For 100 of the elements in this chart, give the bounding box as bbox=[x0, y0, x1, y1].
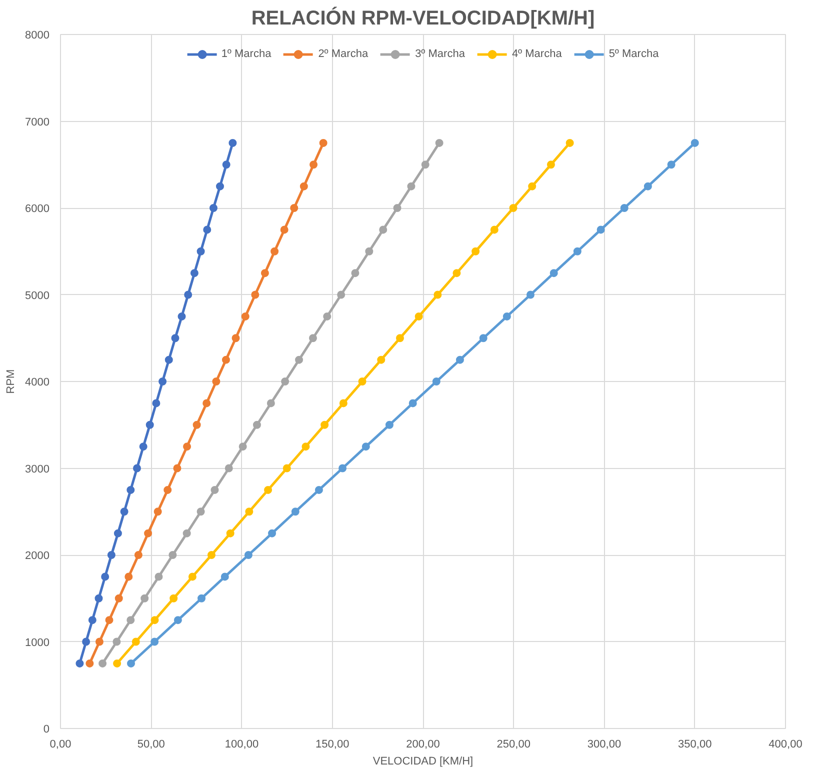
point bbox=[393, 204, 402, 212]
point bbox=[241, 312, 250, 320]
point bbox=[281, 378, 290, 386]
point bbox=[170, 594, 178, 602]
point bbox=[300, 182, 308, 190]
point bbox=[270, 247, 279, 256]
point bbox=[472, 247, 480, 256]
point bbox=[228, 138, 237, 147]
point bbox=[76, 659, 84, 668]
point bbox=[320, 420, 329, 429]
point bbox=[302, 442, 310, 451]
point bbox=[158, 378, 167, 386]
legend-label: 1º Marcha bbox=[221, 48, 272, 60]
point bbox=[190, 269, 198, 278]
point bbox=[134, 551, 142, 559]
point bbox=[232, 334, 240, 342]
point bbox=[94, 594, 103, 602]
point bbox=[210, 486, 219, 494]
point bbox=[260, 269, 269, 278]
point bbox=[107, 551, 116, 559]
point bbox=[434, 290, 442, 299]
point bbox=[479, 334, 488, 342]
point bbox=[196, 508, 205, 516]
point bbox=[308, 334, 317, 342]
point bbox=[216, 182, 224, 190]
x-tick-label: 300,00 bbox=[587, 738, 622, 750]
point bbox=[351, 269, 360, 278]
point bbox=[596, 226, 605, 234]
point bbox=[192, 420, 201, 429]
point bbox=[144, 529, 152, 538]
point bbox=[573, 247, 582, 256]
point bbox=[323, 312, 332, 320]
y-tick-label: 0 bbox=[43, 724, 50, 736]
point bbox=[295, 356, 304, 364]
point bbox=[140, 594, 149, 602]
point bbox=[146, 420, 154, 429]
chart-title: RELACIÓN RPM-VELOCIDAD[KM/H] bbox=[251, 6, 595, 30]
point bbox=[414, 312, 423, 320]
point bbox=[124, 572, 133, 581]
point bbox=[164, 486, 172, 494]
point bbox=[168, 551, 177, 559]
point bbox=[196, 247, 205, 256]
point bbox=[101, 572, 110, 581]
point bbox=[188, 572, 196, 581]
point bbox=[174, 616, 182, 624]
point bbox=[566, 138, 574, 147]
point bbox=[154, 508, 162, 516]
point bbox=[362, 442, 370, 451]
point bbox=[509, 204, 518, 212]
point bbox=[182, 529, 191, 538]
point bbox=[150, 638, 159, 646]
point bbox=[120, 508, 128, 516]
point bbox=[456, 356, 464, 364]
point bbox=[114, 594, 123, 602]
point bbox=[280, 226, 288, 234]
point bbox=[86, 659, 94, 668]
point bbox=[407, 182, 416, 190]
point bbox=[379, 226, 388, 234]
y-tick-label: 2000 bbox=[25, 550, 50, 562]
legend-label: 3º Marcha bbox=[415, 48, 465, 60]
point bbox=[314, 486, 323, 494]
point bbox=[546, 160, 555, 169]
point bbox=[435, 138, 444, 147]
point bbox=[126, 616, 135, 624]
x-axis-title: VELOCIDAD [KM/H] bbox=[372, 756, 474, 768]
point bbox=[245, 508, 254, 516]
point bbox=[114, 529, 122, 538]
point bbox=[266, 399, 275, 408]
point bbox=[396, 334, 404, 342]
point bbox=[282, 464, 291, 472]
y-tick-label: 3000 bbox=[25, 463, 50, 476]
point bbox=[264, 486, 272, 494]
x-tick-label: 250,00 bbox=[496, 738, 530, 750]
y-tick-label: 7000 bbox=[25, 116, 50, 128]
point bbox=[220, 572, 229, 581]
point bbox=[207, 551, 216, 559]
point bbox=[502, 312, 511, 320]
point bbox=[337, 290, 346, 299]
x-tick-label: 150,00 bbox=[316, 738, 350, 750]
point bbox=[178, 312, 186, 320]
point bbox=[183, 442, 192, 451]
point bbox=[528, 182, 536, 190]
legend-label: 4º Marcha bbox=[512, 48, 562, 60]
point bbox=[290, 204, 298, 212]
point bbox=[173, 464, 182, 472]
x-tick-label: 200,00 bbox=[406, 738, 440, 750]
point bbox=[139, 442, 148, 451]
point bbox=[95, 638, 104, 646]
point bbox=[224, 464, 233, 472]
point bbox=[358, 378, 366, 386]
point bbox=[82, 638, 90, 646]
point bbox=[98, 659, 107, 668]
point bbox=[644, 182, 652, 190]
point bbox=[152, 399, 160, 408]
x-tick-label: 100,00 bbox=[224, 738, 259, 750]
point bbox=[226, 529, 234, 538]
point bbox=[212, 378, 220, 386]
y-tick-label: 6000 bbox=[25, 203, 50, 215]
point bbox=[319, 138, 328, 147]
x-tick-label: 400,00 bbox=[768, 738, 802, 750]
